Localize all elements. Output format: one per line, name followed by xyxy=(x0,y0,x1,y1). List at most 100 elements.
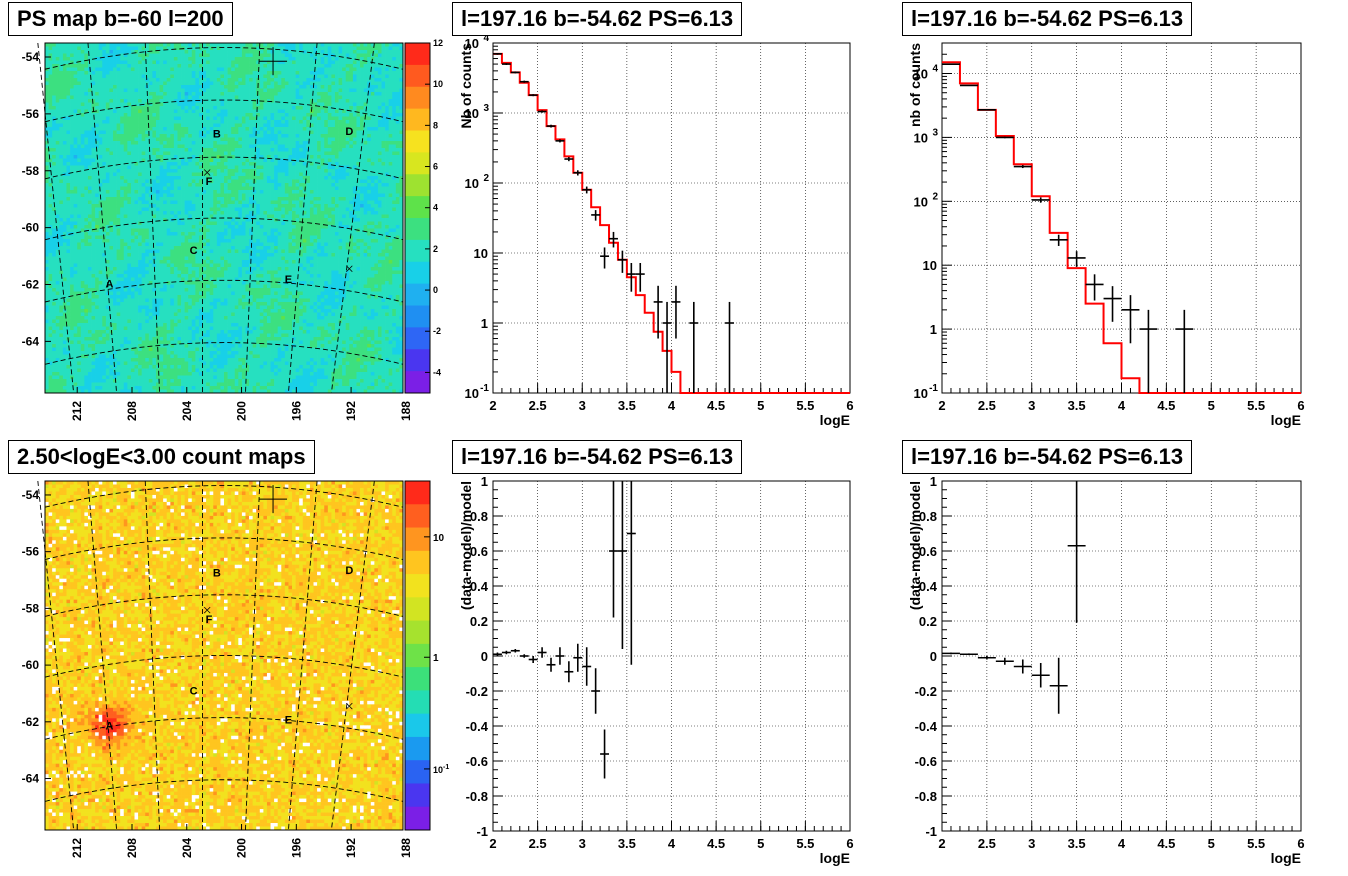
map-cell xyxy=(267,134,271,138)
map-cell xyxy=(181,89,185,93)
map-cell xyxy=(245,75,249,79)
map-cell xyxy=(339,194,343,198)
map-cell xyxy=(321,43,325,47)
map-cell xyxy=(181,117,185,121)
map-cell xyxy=(331,194,335,198)
map-cell xyxy=(102,148,106,152)
map-cell xyxy=(66,78,70,82)
map-cell xyxy=(235,54,239,58)
map-cell xyxy=(299,194,303,198)
map-cell xyxy=(217,194,221,198)
map-cell xyxy=(231,180,235,184)
map-cell xyxy=(303,138,307,142)
map-cell xyxy=(353,64,357,68)
map-cell xyxy=(99,155,103,159)
map-cell xyxy=(360,187,364,191)
map-cell xyxy=(356,61,360,65)
map-cell xyxy=(346,82,350,86)
map-cell xyxy=(392,124,396,128)
map-cell xyxy=(231,61,235,65)
map-cell xyxy=(396,61,400,65)
map-cell xyxy=(152,61,156,65)
map-cell xyxy=(192,180,196,184)
map-cell xyxy=(378,197,382,201)
map-cell xyxy=(203,82,207,86)
map-cell xyxy=(117,190,121,194)
map-cell xyxy=(249,127,253,131)
map-cell xyxy=(238,127,242,131)
map-cell xyxy=(396,183,400,187)
map-cell xyxy=(142,162,146,166)
map-cell xyxy=(349,82,353,86)
map-cell xyxy=(228,169,232,173)
map-cell xyxy=(396,47,400,51)
map-cell xyxy=(228,71,232,75)
map-cell xyxy=(195,96,199,100)
map-cell xyxy=(52,194,56,198)
map-cell xyxy=(224,117,228,121)
map-cell xyxy=(274,183,278,187)
map-cell xyxy=(167,110,171,114)
map-cell xyxy=(174,117,178,121)
map-cell xyxy=(292,106,296,110)
map-cell xyxy=(138,180,142,184)
map-cell xyxy=(81,127,85,131)
map-cell xyxy=(331,43,335,47)
map-cell xyxy=(242,61,246,65)
map-cell xyxy=(142,75,146,79)
map-cell xyxy=(278,131,282,135)
map-cell xyxy=(92,54,96,58)
map-cell xyxy=(120,124,124,128)
map-cell xyxy=(292,57,296,61)
map-cell xyxy=(385,106,389,110)
map-cell xyxy=(253,103,257,107)
map-cell xyxy=(170,180,174,184)
map-cell xyxy=(138,187,142,191)
map-cell xyxy=(138,131,142,135)
map-cell xyxy=(124,159,128,163)
map-cell xyxy=(245,180,249,184)
map-cell xyxy=(285,169,289,173)
map-cell xyxy=(396,75,400,79)
map-cell xyxy=(235,187,239,191)
map-cell xyxy=(331,166,335,170)
map-cell xyxy=(271,47,275,51)
map-cell xyxy=(224,103,228,107)
map-cell xyxy=(81,141,85,145)
map-cell xyxy=(353,99,357,103)
map-cell xyxy=(49,64,53,68)
map-cell xyxy=(127,148,131,152)
map-cell xyxy=(317,187,321,191)
map-cell xyxy=(349,47,353,51)
map-cell xyxy=(70,85,74,89)
map-cell xyxy=(392,85,396,89)
map-cell xyxy=(88,117,92,121)
map-cell xyxy=(95,92,99,96)
map-cell xyxy=(317,134,321,138)
map-cell xyxy=(220,145,224,149)
map-cell xyxy=(231,124,235,128)
map-cell xyxy=(192,148,196,152)
map-cell xyxy=(242,197,246,201)
map-cell xyxy=(138,92,142,96)
map-cell xyxy=(242,85,246,89)
map-cell xyxy=(220,92,224,96)
map-cell xyxy=(242,148,246,152)
map-cell xyxy=(160,187,164,191)
map-cell xyxy=(188,71,192,75)
map-cell xyxy=(102,61,106,65)
map-cell xyxy=(81,152,85,156)
map-cell xyxy=(181,71,185,75)
map-cell xyxy=(109,96,113,100)
map-cell xyxy=(163,75,167,79)
map-cell xyxy=(224,162,228,166)
map-cell xyxy=(285,92,289,96)
map-cell xyxy=(231,120,235,124)
map-cell xyxy=(124,131,128,135)
map-cell xyxy=(274,131,278,135)
map-cell xyxy=(59,141,63,145)
map-cell xyxy=(242,141,246,145)
map-cell xyxy=(213,166,217,170)
map-cell xyxy=(127,134,131,138)
map-cell xyxy=(335,43,339,47)
